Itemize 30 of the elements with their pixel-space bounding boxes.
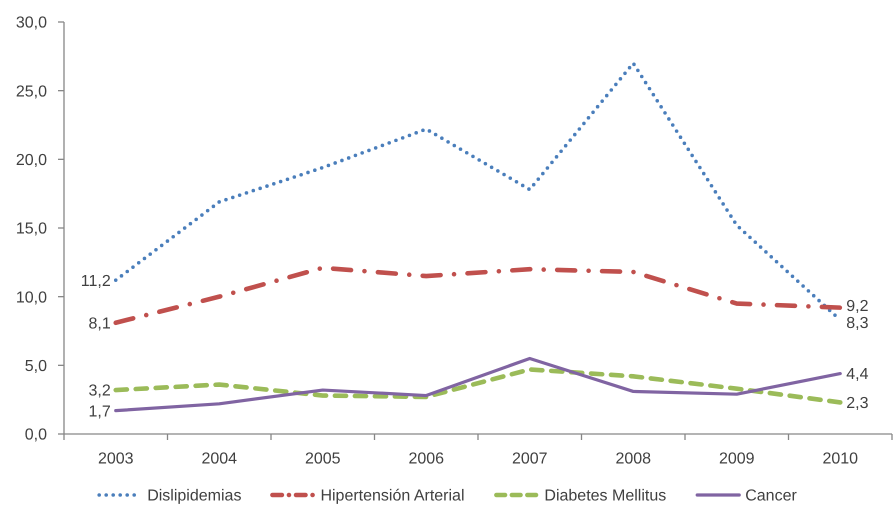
y-tick-label: 20,0 <box>16 152 48 169</box>
y-tick-label: 25,0 <box>16 83 48 100</box>
data-label: 1,7 <box>88 403 111 420</box>
y-tick-label: 10,0 <box>16 289 48 306</box>
data-label: 4,4 <box>846 366 869 384</box>
x-tick-label: 2004 <box>201 450 238 468</box>
x-tick-label: 2008 <box>615 450 652 468</box>
legend-label: Hipertensión Arterial <box>320 488 465 505</box>
line-series <box>113 367 843 405</box>
y-tick-label: 30,0 <box>16 14 48 32</box>
data-label: 8,3 <box>846 314 869 332</box>
x-tick-label: 2010 <box>822 450 858 468</box>
x-tick-label: 2005 <box>304 450 341 468</box>
x-tick-label: 2007 <box>512 450 548 468</box>
y-tick-label: 0,0 <box>24 426 48 444</box>
legend-label: Cancer <box>745 488 798 505</box>
y-tick-label: 5,0 <box>24 358 48 375</box>
legend-label: Diabetes Mellitus <box>544 488 666 505</box>
x-tick-label: 2003 <box>98 450 134 468</box>
line-series <box>114 356 842 412</box>
line-series <box>113 266 843 326</box>
y-tick-label: 15,0 <box>16 220 48 238</box>
x-tick-label: 2006 <box>408 450 444 468</box>
data-label: 9,2 <box>846 298 869 315</box>
legend-label: Dislipidemias <box>147 488 242 505</box>
data-label: 3,2 <box>88 382 111 400</box>
data-label: 11,2 <box>80 272 111 290</box>
data-label: 8,1 <box>88 315 111 332</box>
data-label: 2,3 <box>846 395 869 412</box>
x-tick-label: 2009 <box>718 450 755 468</box>
